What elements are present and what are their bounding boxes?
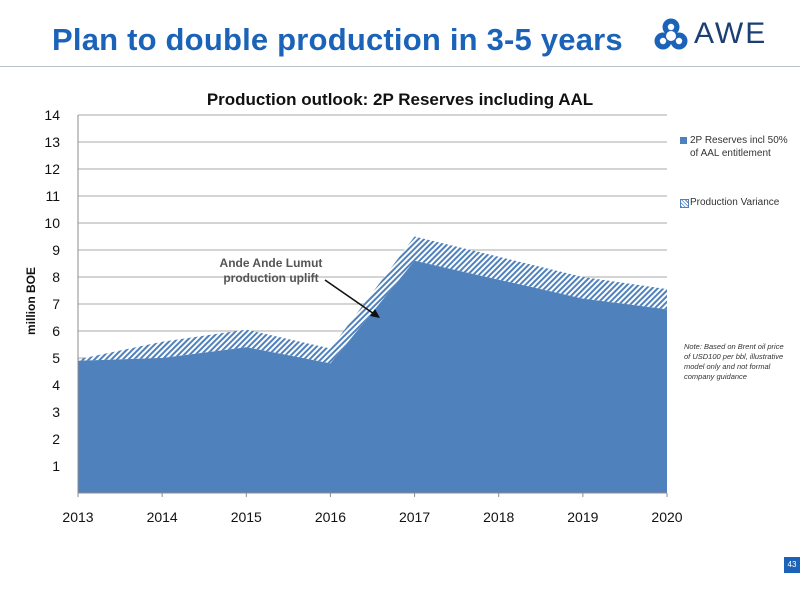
chart-note: Note: Based on Brent oil price of USD100… — [684, 342, 784, 381]
area-series — [78, 236, 667, 493]
y-tick-label: 14 — [44, 107, 60, 123]
y-tick-label: 12 — [44, 161, 60, 177]
legend-label: 2P Reserves incl 50% of AAL entitlement — [690, 135, 788, 159]
x-tick-label: 2018 — [483, 509, 514, 525]
x-tick-label: 2013 — [62, 509, 93, 525]
annotation-arrow — [324, 279, 380, 318]
page-number: 43 — [784, 557, 800, 573]
x-tick-label: 2016 — [315, 509, 346, 525]
slide-title: Plan to double production in 3-5 years — [52, 22, 623, 57]
y-tick-label: 10 — [44, 215, 60, 231]
legend-swatch-solid — [680, 137, 687, 144]
y-tick-label: 8 — [52, 269, 60, 285]
logo-text: AWE — [694, 17, 768, 50]
y-tick-label: 13 — [44, 134, 60, 150]
x-tick-label: 2020 — [651, 509, 682, 525]
y-tick-label: 2 — [52, 431, 60, 447]
series-2p-reserves — [78, 260, 667, 493]
x-tick-label: 2019 — [567, 509, 598, 525]
y-tick-label: 6 — [52, 323, 60, 339]
title-divider — [0, 66, 800, 67]
y-tick-label: 3 — [52, 404, 60, 420]
x-tick-label: 2014 — [147, 509, 178, 525]
y-tick-label: 4 — [52, 377, 60, 393]
y-tick-label: 11 — [45, 188, 60, 204]
series-production-variance — [78, 236, 667, 364]
y-tick-label: 7 — [52, 296, 60, 312]
legend-swatch-hatched — [680, 199, 689, 208]
annotation-text: Ande Ande Lumut production uplift — [219, 256, 323, 285]
y-tick-label: 1 — [52, 458, 60, 474]
legend-label: Production Variance — [690, 197, 780, 208]
y-tick-label: 9 — [52, 242, 60, 258]
y-tick-label: 5 — [52, 350, 60, 366]
x-tick-label: 2015 — [231, 509, 262, 525]
chart-title: Production outlook: 2P Reserves includin… — [206, 90, 594, 109]
awe-logo-icon — [654, 18, 688, 50]
x-tick-label: 2017 — [399, 509, 430, 525]
